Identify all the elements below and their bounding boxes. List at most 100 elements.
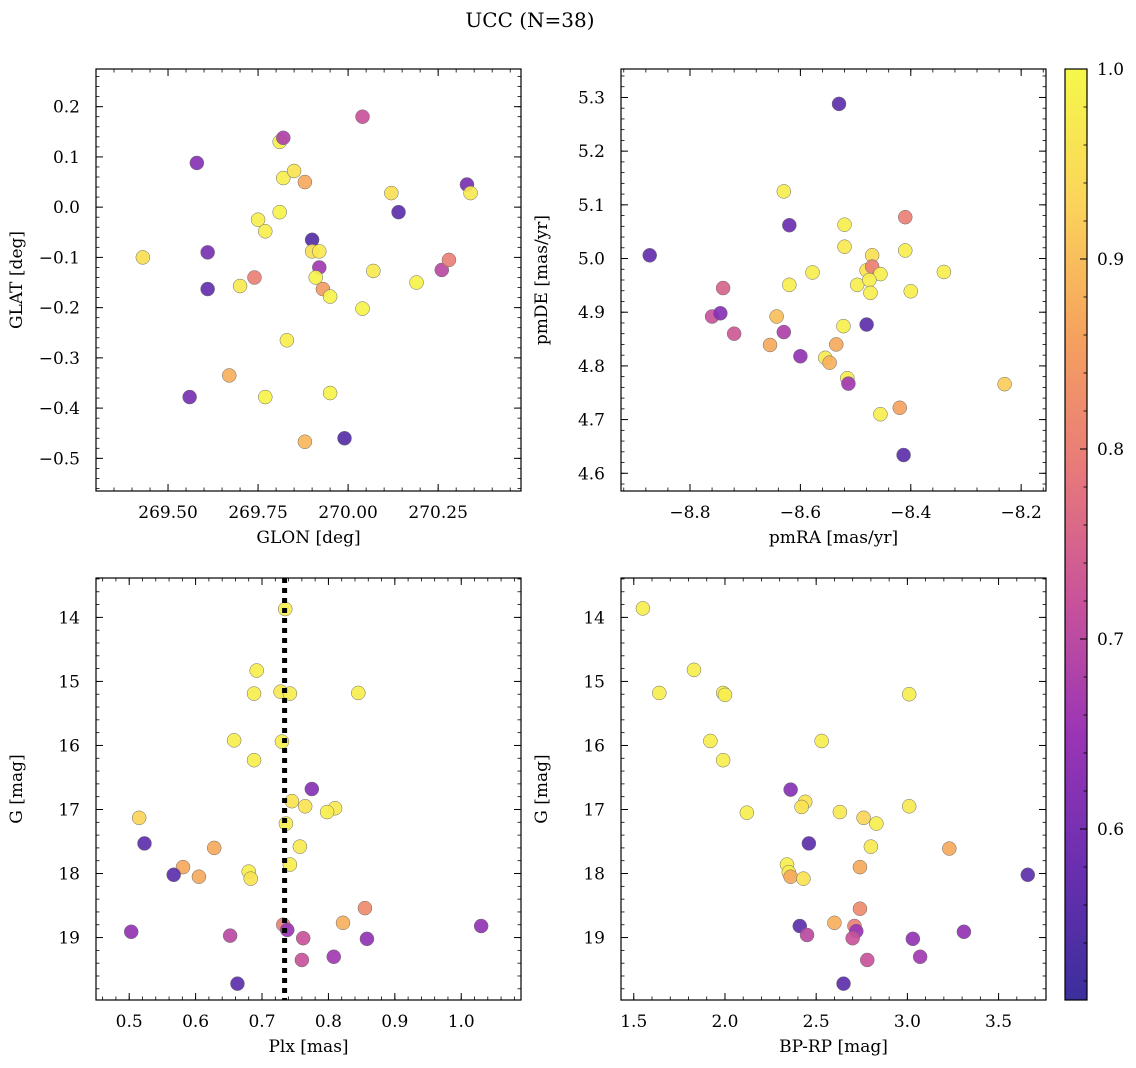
data-point (739, 805, 755, 820)
data-point (351, 685, 366, 701)
data-point (841, 376, 856, 391)
y-tick-label: 4.7 (578, 411, 605, 431)
data-point (642, 248, 657, 263)
x-axis-label: BP-RP [mag] (779, 1037, 888, 1057)
y-tick-label: 5.1 (578, 196, 605, 216)
data-point (292, 839, 308, 854)
data-point (200, 245, 215, 260)
data-point (230, 976, 245, 991)
points-layer (642, 96, 1012, 463)
data-point (337, 431, 352, 446)
data-point (189, 155, 205, 171)
y-tick-label: 5.0 (578, 250, 605, 270)
data-point (912, 949, 928, 965)
data-point (191, 869, 207, 884)
x-tick-label: 0.6 (182, 1012, 209, 1032)
data-point (862, 272, 877, 288)
data-point (715, 752, 731, 768)
data-point (776, 184, 792, 199)
data-point (357, 900, 373, 916)
data-point (794, 799, 809, 815)
data-point (222, 928, 238, 943)
y-tick-label: 4.9 (578, 303, 605, 323)
y-tick-label: 17 (583, 800, 605, 820)
data-point (137, 836, 152, 851)
x-tick-label: 3.5 (985, 1012, 1012, 1032)
colorbar-tick-label: 0.9 (1097, 250, 1124, 270)
data-point (652, 685, 667, 701)
data-point (836, 976, 851, 991)
data-point (896, 447, 911, 463)
data-point (304, 781, 320, 797)
y-axis-label: G [mag] (532, 754, 552, 823)
data-point (892, 400, 907, 416)
data-point (863, 839, 879, 854)
data-point (845, 930, 860, 946)
data-point (905, 931, 921, 947)
data-point (873, 406, 888, 422)
data-point (272, 204, 287, 220)
x-tick-label: −8.8 (669, 503, 710, 523)
x-tick-label: 1.0 (448, 1012, 475, 1032)
data-point (782, 277, 797, 293)
data-point (326, 949, 341, 965)
y-axis-label: pmDE [mas/yr] (532, 215, 552, 345)
data-point (852, 859, 868, 875)
data-point (901, 799, 917, 814)
y-tick-label: 16 (58, 736, 80, 756)
data-point (762, 337, 778, 353)
y-tick-label: 5.2 (578, 142, 605, 162)
points-layer (123, 578, 489, 1000)
axes-frame (95, 577, 522, 1001)
data-point (297, 434, 313, 450)
data-point (258, 389, 273, 405)
data-point (280, 922, 295, 938)
figure-title: UCC (N=38) (465, 8, 594, 32)
data-point (384, 185, 399, 201)
data-point (308, 270, 323, 285)
data-point (247, 270, 262, 285)
y-tick-label: 17 (58, 800, 80, 820)
data-point (123, 924, 139, 940)
data-point (322, 385, 338, 401)
data-point (222, 368, 237, 383)
y-tick-label: 4.8 (578, 357, 605, 377)
axes-frame (95, 68, 522, 492)
data-point (936, 264, 952, 280)
data-point (355, 109, 370, 124)
data-point (295, 930, 311, 946)
data-point (249, 663, 264, 678)
x-axis-label: GLON [deg] (256, 528, 360, 548)
y-tick-label: 16 (583, 736, 605, 756)
data-point (801, 836, 817, 851)
data-point (200, 281, 215, 297)
data-point (226, 733, 242, 748)
data-point (782, 217, 797, 233)
data-point (796, 871, 811, 886)
colorbar-frame (1064, 68, 1088, 1001)
data-point (997, 376, 1012, 392)
x-tick-label: −8.6 (780, 503, 821, 523)
y-axis-label: GLAT [deg] (7, 231, 27, 329)
x-tick-label: −8.2 (1001, 503, 1042, 523)
y-tick-label: 18 (583, 865, 605, 885)
data-point (863, 285, 878, 301)
data-point (726, 326, 742, 341)
data-point (776, 324, 792, 340)
colorbar-tick-label: 0.6 (1097, 820, 1124, 840)
data-point (279, 333, 295, 348)
data-point (836, 318, 851, 334)
colorbar-tick-label: 0.7 (1097, 630, 1124, 650)
data-point (232, 278, 248, 294)
x-axis-label: Plx [mas] (268, 1037, 348, 1057)
data-point (294, 952, 310, 968)
data-point (297, 174, 313, 190)
colorbar-gradient (1065, 69, 1087, 1000)
data-point (827, 915, 842, 931)
colorbar-tick-label: 0.8 (1097, 440, 1124, 460)
data-point (166, 867, 181, 883)
data-point (942, 841, 957, 856)
x-tick-label: 269.75 (228, 503, 287, 523)
y-axis-label: G [mag] (7, 754, 27, 823)
